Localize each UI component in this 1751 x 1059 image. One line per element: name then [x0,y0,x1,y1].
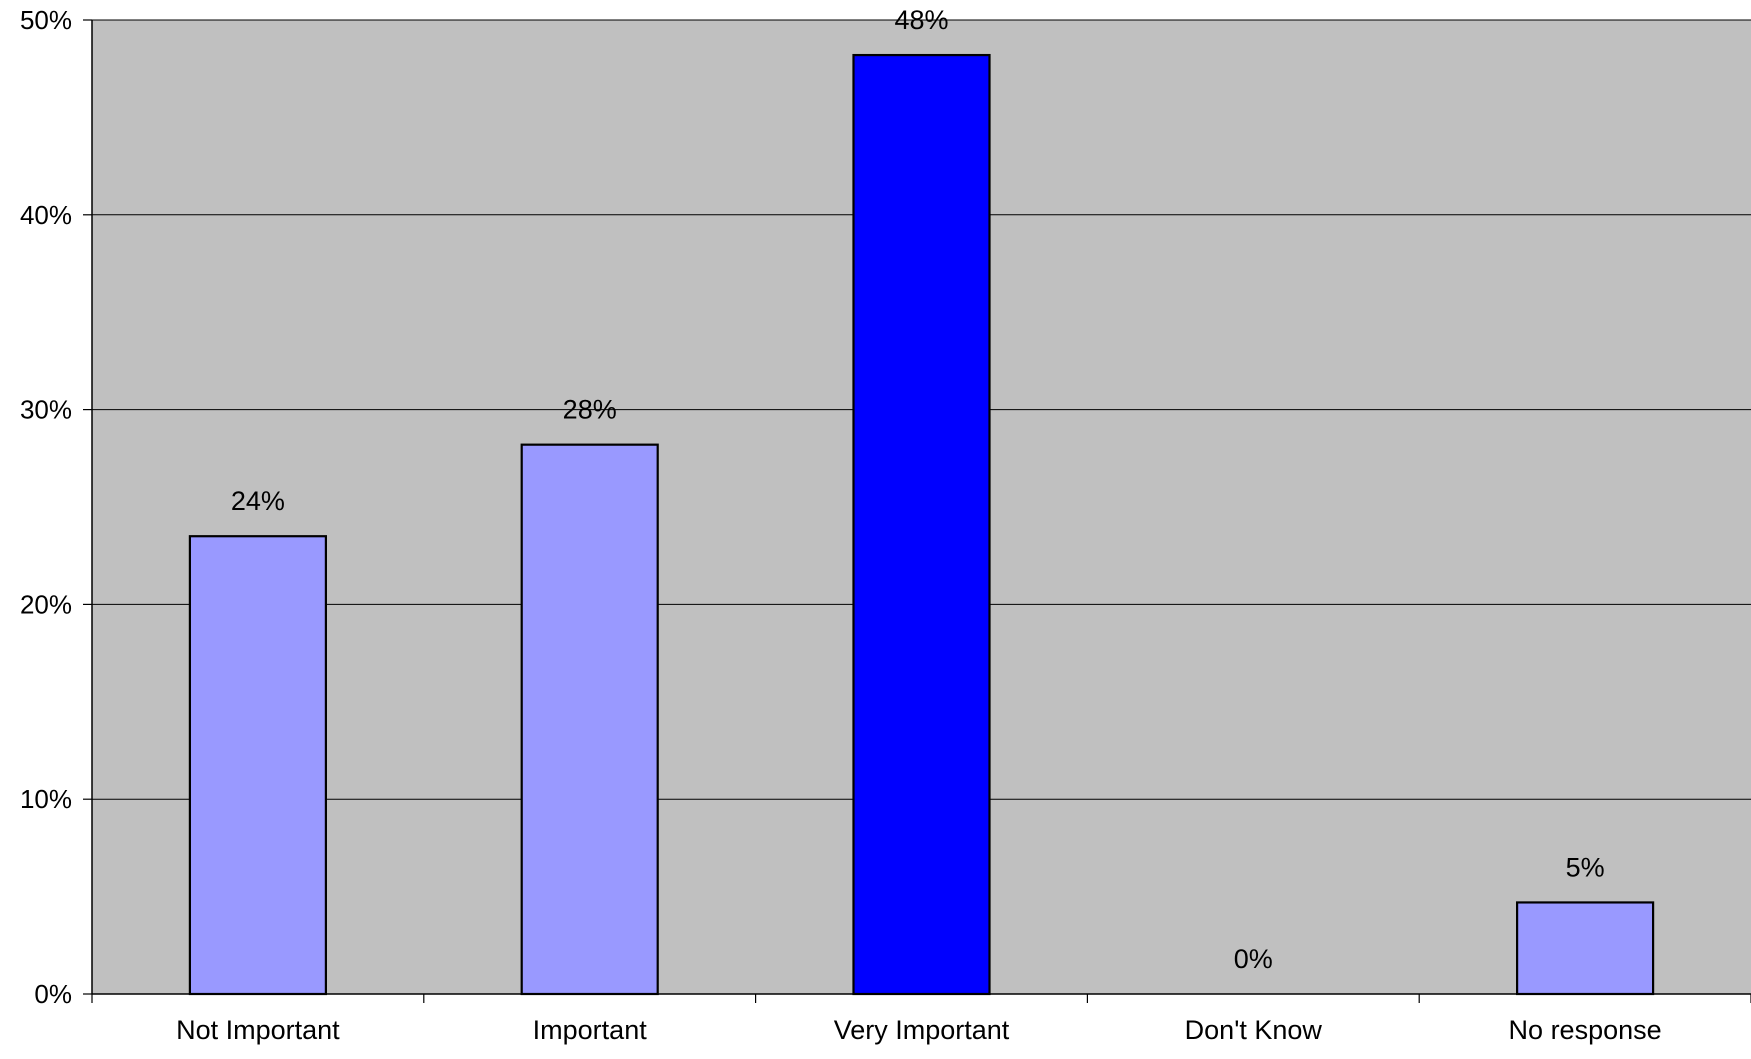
bar-0 [188,535,327,996]
y-tick-label: 20% [20,589,72,619]
x-tick-label: Don't Know [1185,1015,1323,1045]
data-label: 24% [231,486,285,516]
labels: 0% 10% 20% 30% 40% 50% 24% Not Important 28% Impo… [20,5,1662,1045]
axes [83,19,1751,1003]
y-tick-label: 30% [20,395,72,425]
bar-2 [852,53,991,996]
data-label: 48% [894,5,948,35]
y-tick-label: 40% [20,200,72,230]
x-tick-label: Important [533,1015,648,1045]
x-tick-label: Not Important [176,1015,340,1045]
data-label: 28% [563,395,617,425]
data-label: 0% [1234,944,1273,974]
bar-1 [520,443,659,996]
y-tick-label: 10% [20,784,72,814]
y-tick-label: 0% [34,979,72,1009]
bars [188,53,1655,996]
bar-4 [1515,901,1655,996]
x-tick-label: Very Important [834,1015,1010,1045]
y-tick-label: 50% [20,5,72,35]
data-label: 5% [1566,852,1605,882]
x-tick-label: No response [1509,1015,1662,1045]
